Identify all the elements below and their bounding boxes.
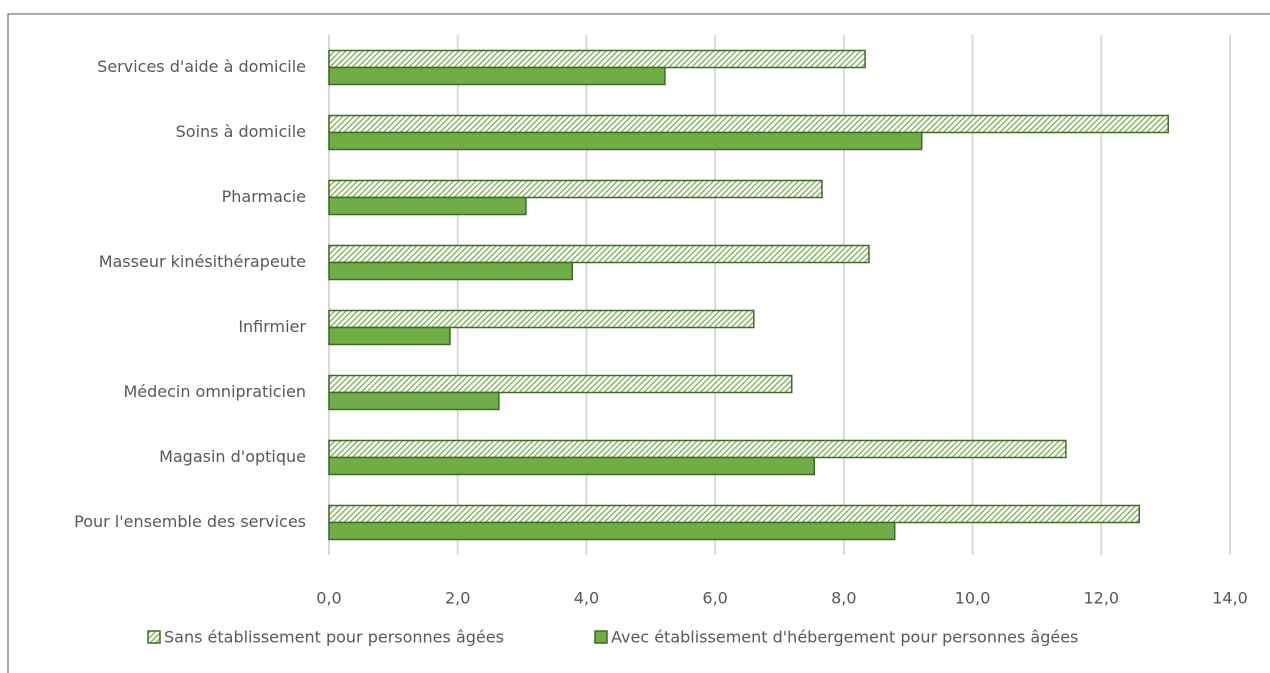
y-tick-label: Magasin d'optique [159,447,306,466]
x-tick-label: 2,0 [445,589,470,608]
bar [328,244,870,264]
y-tick-label: Infirmier [238,317,306,336]
bar [328,114,1169,134]
y-tick-label: Pour l'ensemble des services [74,512,306,531]
x-tick-label: 4,0 [574,589,599,608]
frame [7,13,1270,673]
y-tick-label: Services d'aide à domicile [97,57,306,76]
bar [328,66,666,86]
bar [328,131,923,151]
bar [328,326,451,346]
bar [328,261,574,281]
legend-label: Sans établissement pour personnes âgées [164,628,504,647]
bar [328,374,793,394]
bar [328,391,500,411]
x-tick-label: 10,0 [955,589,991,608]
bar [328,456,816,476]
bar [328,504,1141,524]
bar [328,309,755,329]
bar [328,49,866,69]
y-tick-label: Médecin omnipraticien [123,382,306,401]
y-tick-label: Pharmacie [222,187,306,206]
legend-swatch [147,630,161,644]
y-tick-label: Masseur kinésithérapeute [99,252,306,271]
x-tick-label: 6,0 [702,589,727,608]
x-tick-label: 12,0 [1083,589,1119,608]
bar [328,521,896,541]
x-tick-label: 0,0 [316,589,341,608]
bar [328,196,527,216]
legend-swatch [594,630,608,644]
x-tick-label: 14,0 [1212,589,1248,608]
bar [328,439,1067,459]
x-tick-label: 8,0 [831,589,856,608]
bar [328,179,823,199]
legend-label: Avec établissement d'hébergement pour pe… [611,628,1078,647]
y-tick-label: Soins à domicile [176,122,306,141]
